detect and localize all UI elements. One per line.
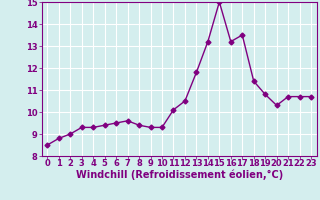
X-axis label: Windchill (Refroidissement éolien,°C): Windchill (Refroidissement éolien,°C) <box>76 169 283 180</box>
